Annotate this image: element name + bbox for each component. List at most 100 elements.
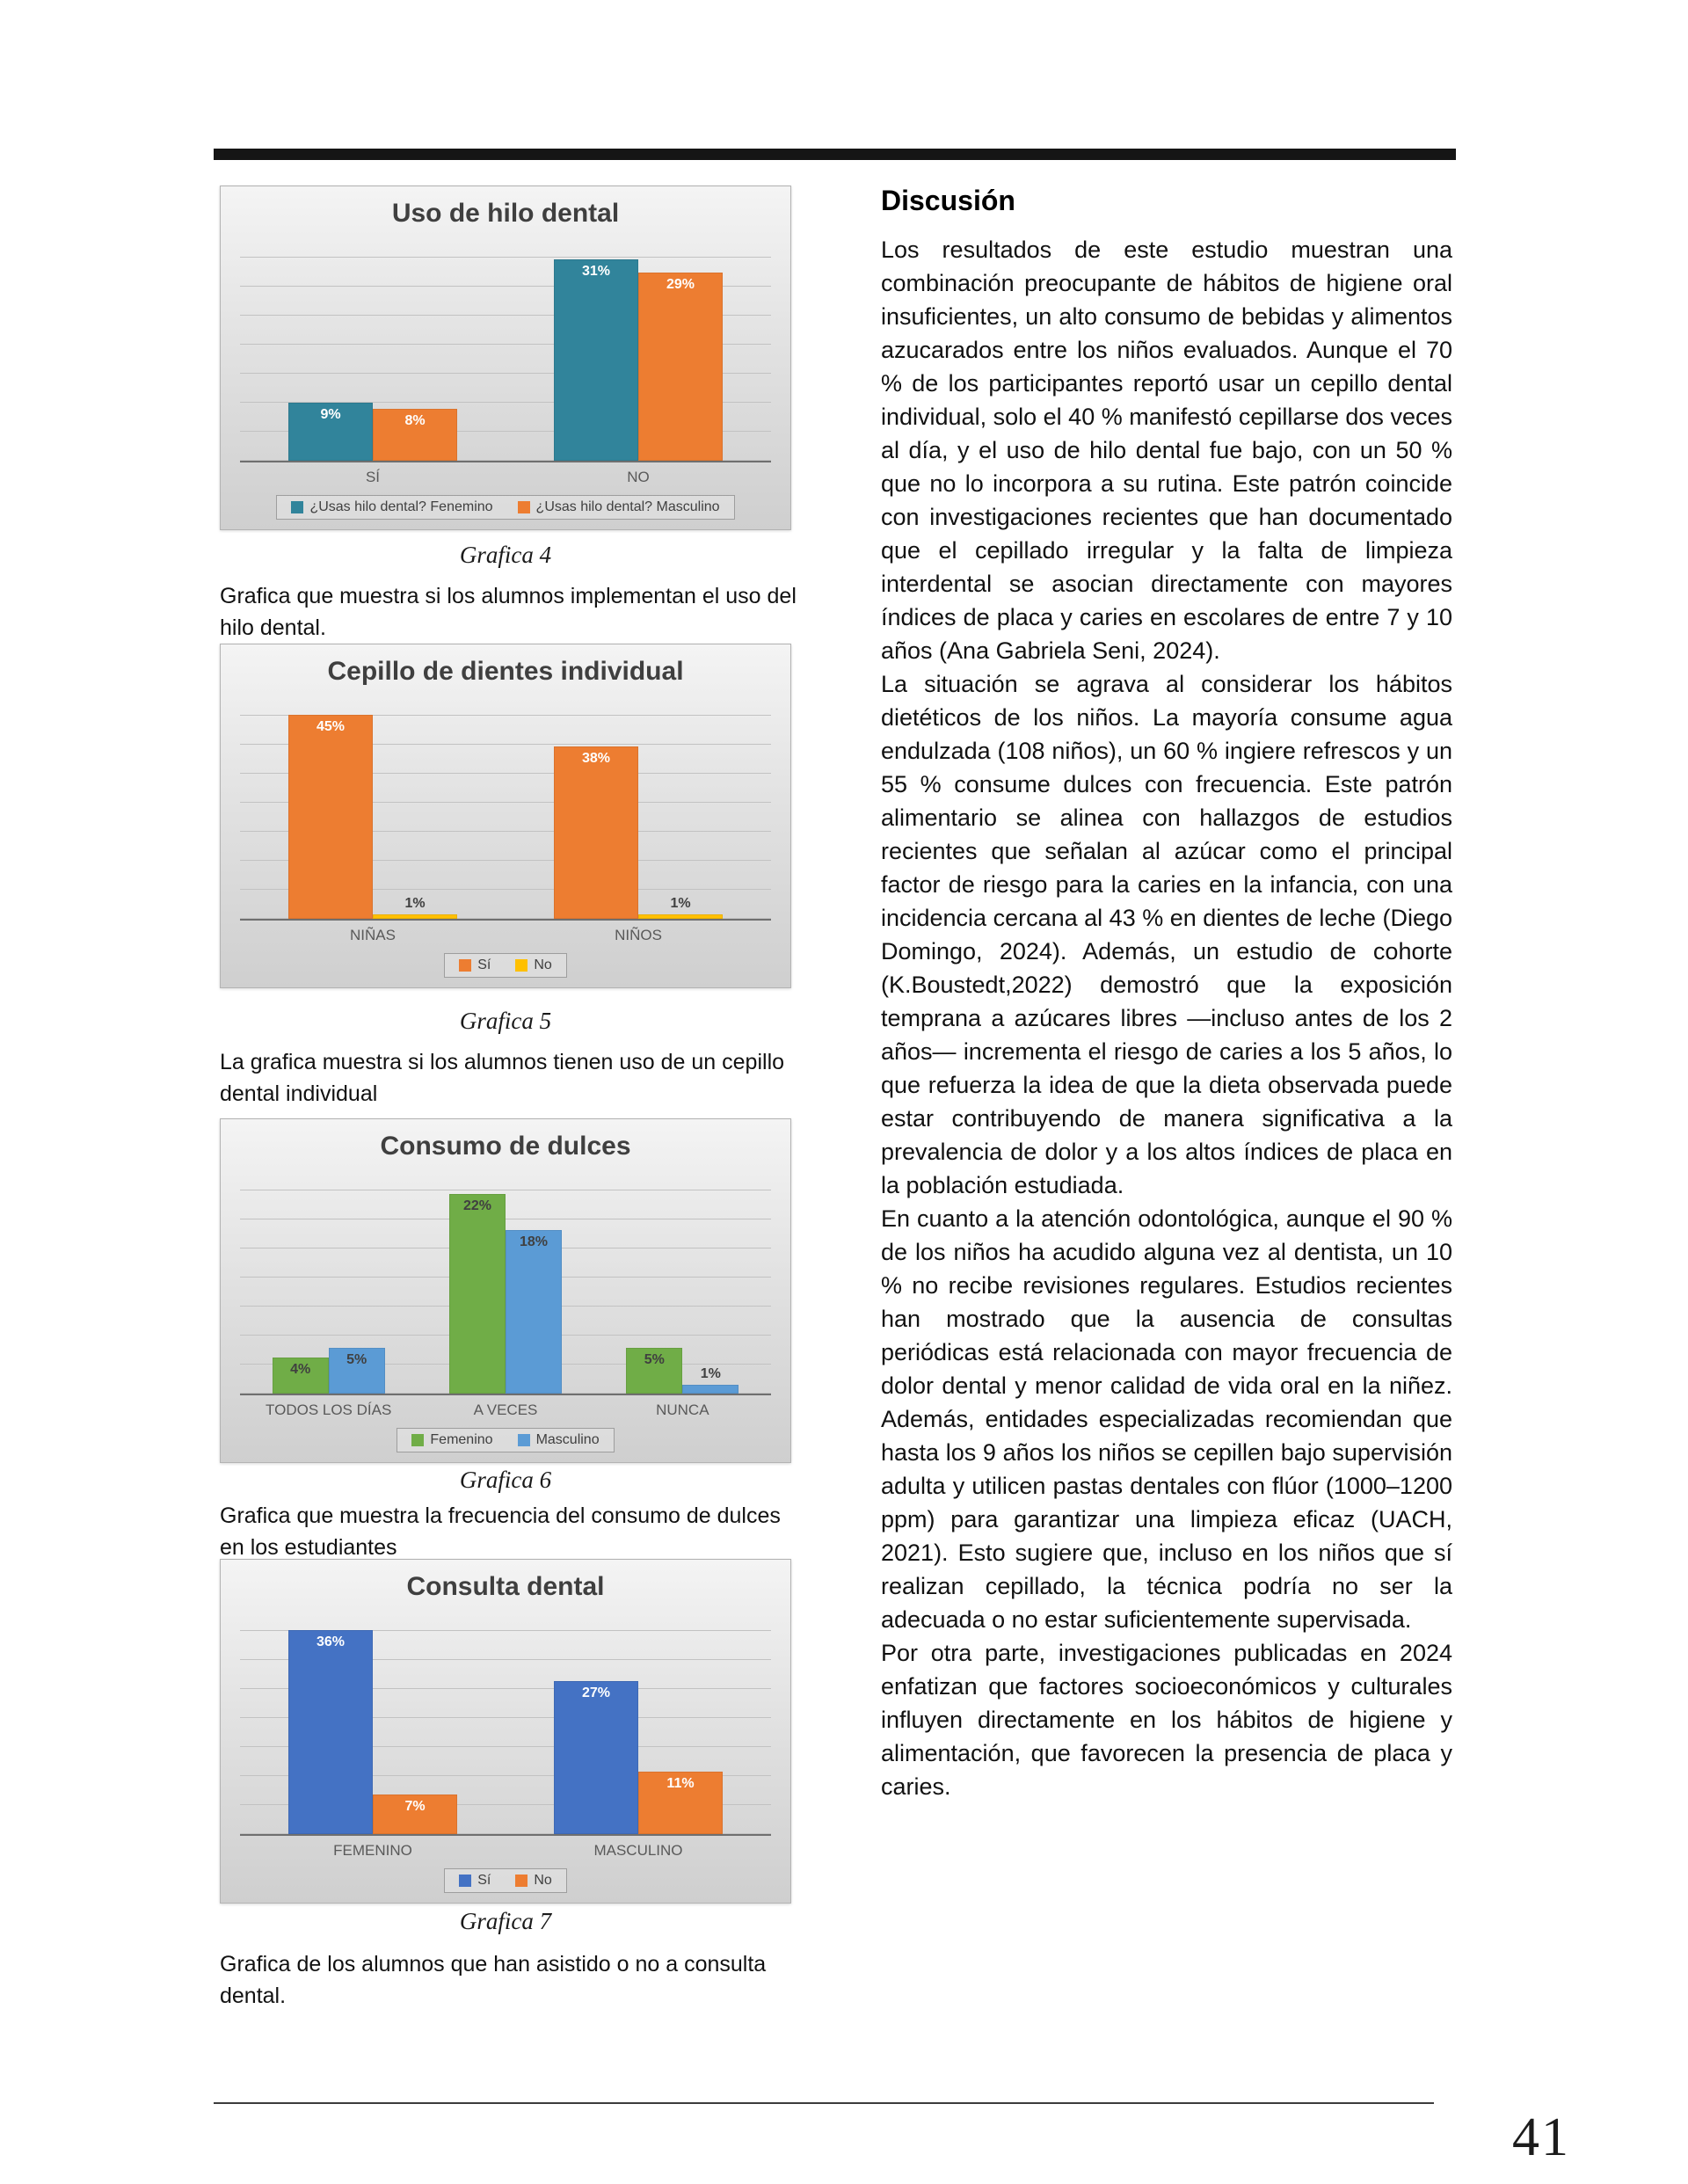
legend-label: ¿Usas hilo dental? Masculino	[535, 499, 720, 514]
bar-value-label: 7%	[404, 1799, 426, 1814]
chart-legend: Sí No	[444, 1868, 567, 1893]
x-axis-label: SÍ	[365, 469, 381, 485]
chart-uso-de-hilo-dental: Uso de hilo dental 9% 8% 31% 29% SÍ NO ¿Usas hi…	[220, 186, 791, 530]
plot-area: 4% 5% 22% 18% 5% 1%	[240, 1168, 771, 1395]
legend-item: ¿Usas hilo dental? Masculino	[517, 499, 720, 515]
legend-swatch	[515, 959, 528, 972]
bar-group: 31% 29%	[506, 236, 771, 461]
bar: 36%	[288, 1630, 373, 1834]
x-axis-label: A VECES	[473, 1401, 538, 1418]
section-title: Discusión	[881, 185, 1015, 216]
bar-value-label: 4%	[290, 1362, 311, 1377]
figure-description: Grafica de los alumnos que han asistido …	[220, 1952, 767, 2008]
bar-value-label: 31%	[581, 264, 611, 279]
chart-legend: Sí No	[444, 953, 567, 978]
legend-wrap: ¿Usas hilo dental? Fenemino ¿Usas hilo de…	[233, 491, 778, 524]
x-axis-label: NIÑOS	[615, 927, 662, 943]
x-axis: FEMENINO MASCULINO	[240, 1836, 771, 1864]
chart-title: Uso de hilo dental	[391, 199, 620, 228]
figure-caption: Grafica 7	[459, 1908, 552, 1934]
bar-group: 9% 8%	[240, 236, 506, 461]
bar: 5%	[626, 1348, 683, 1394]
bar-group: 36% 7%	[240, 1609, 506, 1834]
bar-group: 27% 11%	[506, 1609, 771, 1834]
bar-value-label: 1%	[670, 896, 691, 911]
bar: 45%	[288, 715, 373, 919]
x-axis: NIÑAS NIÑOS	[240, 921, 771, 949]
legend-item: No	[515, 957, 552, 973]
discussion-column: Discusión Los resultados de este estudio…	[881, 185, 1452, 1803]
chart-title: Consulta dental	[406, 1572, 605, 1601]
bar-group: 4% 5%	[240, 1168, 417, 1394]
legend-label: ¿Usas hilo dental? Fenemino	[309, 499, 493, 514]
legend-item: Sí	[459, 957, 491, 973]
bar: 9%	[288, 403, 373, 461]
bar-group: 5% 1%	[594, 1168, 771, 1394]
bar-value-label: 18%	[519, 1234, 548, 1249]
bar: 38%	[554, 746, 638, 919]
bar: 29%	[638, 273, 723, 461]
bar-value-label: 11%	[666, 1776, 695, 1791]
bar: 31%	[554, 259, 638, 461]
plot-area: 36% 7% 27% 11%	[240, 1609, 771, 1836]
discussion-paragraph-1: Los resultados de este estudio muestran …	[881, 237, 1452, 664]
discussion-paragraph-4: Por otra parte, investigaciones publicad…	[881, 1640, 1452, 1800]
bar-value-label: 9%	[320, 407, 341, 422]
legend-wrap: Sí No	[233, 949, 778, 982]
x-axis: TODOS LOS DÍAS A VECES NUNCA	[240, 1395, 771, 1423]
bar: 8%	[373, 409, 457, 461]
legend-label: No	[534, 957, 552, 972]
plot-area: 45% 1% 38% 1%	[240, 694, 771, 921]
figure-caption: Grafica 6	[459, 1467, 552, 1493]
figure-description: Grafica que muestra si los alumnos imple…	[220, 584, 797, 640]
bar-value-label: 27%	[581, 1685, 611, 1700]
bar-value-label: 1%	[700, 1366, 721, 1381]
bar-value-label: 38%	[581, 751, 611, 766]
chart-legend: Femenino Masculino	[397, 1428, 615, 1452]
x-axis-label: NUNCA	[656, 1401, 709, 1418]
footer-divider	[214, 2102, 1434, 2104]
bar-value-label: 1%	[404, 896, 426, 911]
figure-description: Grafica que muestra la frecuencia del co…	[220, 1503, 781, 1560]
bar: 1%	[682, 1366, 739, 1394]
bar-value-label: 5%	[346, 1352, 367, 1367]
bar: 11%	[638, 1772, 723, 1834]
plot-area: 9% 8% 31% 29%	[240, 236, 771, 462]
figure-description: La grafica muestra si los alumnos tienen…	[220, 1050, 785, 1106]
bar-group: 45% 1%	[240, 694, 506, 919]
discussion-paragraph-2: La situación se agrava al considerar los…	[881, 671, 1452, 1198]
top-divider	[214, 149, 1456, 160]
x-axis-label: NIÑAS	[350, 927, 396, 943]
legend-wrap: Sí No	[233, 1864, 778, 1897]
bar-value-label: 5%	[644, 1352, 665, 1367]
legend-swatch	[515, 1875, 528, 1887]
x-axis-label: TODOS LOS DÍAS	[266, 1401, 392, 1418]
bar-group: 38% 1%	[506, 694, 771, 919]
bar: 22%	[448, 1194, 506, 1394]
page-number: 41	[1512, 2108, 1570, 2167]
legend-item: Sí	[459, 1873, 491, 1889]
legend-wrap: Femenino Masculino	[233, 1423, 778, 1457]
bar: 7%	[373, 1795, 457, 1834]
legend-label: Sí	[477, 1873, 491, 1888]
bar-value-label: 36%	[316, 1634, 346, 1649]
legend-label: Femenino	[430, 1432, 493, 1447]
legend-swatch	[459, 959, 472, 972]
bar: 5%	[328, 1348, 385, 1394]
bar-value-label: 29%	[666, 277, 695, 292]
legend-swatch	[411, 1434, 425, 1446]
legend-swatch	[517, 501, 530, 513]
legend-item: ¿Usas hilo dental? Fenemino	[291, 499, 493, 515]
bar: 1%	[638, 896, 723, 919]
x-axis-label: MASCULINO	[593, 1842, 683, 1859]
discussion-paragraph-3: En cuanto a la atención odontológica, au…	[881, 1205, 1452, 1633]
chart-title: Cepillo de dientes individual	[327, 657, 684, 686]
legend-label: No	[534, 1873, 552, 1888]
figure-caption: Grafica 4	[459, 542, 552, 568]
x-axis-label: NO	[627, 469, 650, 485]
bar-value-label: 8%	[404, 413, 426, 428]
bar: 4%	[272, 1358, 329, 1394]
bar: 27%	[554, 1681, 638, 1834]
x-axis: SÍ NO	[240, 462, 771, 491]
